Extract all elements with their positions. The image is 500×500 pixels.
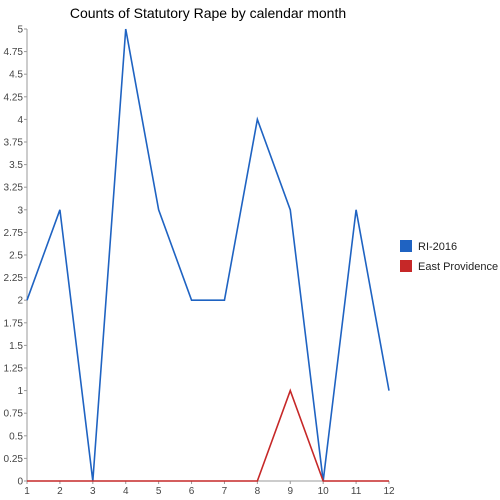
y-tick-label: 4.75	[4, 47, 24, 58]
y-tick-label: 1.5	[9, 341, 23, 352]
y-tick-label: 1.75	[4, 318, 24, 329]
series-line-1	[27, 388, 389, 482]
y-tick-label: 0.75	[4, 409, 24, 420]
x-tick-label: 6	[189, 486, 195, 497]
y-tick-label: 2.25	[4, 273, 24, 284]
y-tick-label: 3.5	[9, 160, 23, 171]
x-tick-label: 11	[351, 486, 362, 497]
y-tick-label: 0.5	[9, 431, 23, 442]
x-tick-label: 1	[24, 486, 30, 497]
axes	[26, 29, 389, 482]
x-tick-label: 4	[123, 486, 129, 497]
y-tick-label: 2.75	[4, 228, 24, 239]
y-tick-label: 0	[17, 477, 23, 488]
x-tick-label: 10	[318, 486, 330, 497]
y-tick-label: 3	[17, 205, 23, 216]
x-tick-label: 2	[57, 486, 63, 497]
y-tick-label: 4	[17, 115, 23, 126]
chart-title: Counts of Statutory Rape by calendar mon…	[70, 5, 346, 21]
y-tick-label: 3.75	[4, 138, 24, 149]
y-tick-label: 2.5	[9, 251, 23, 262]
y-tick-label: 1	[17, 386, 23, 397]
series-line-0	[26, 28, 390, 482]
x-tick-label: 8	[255, 486, 261, 497]
legend-label: RI-2016	[418, 241, 457, 253]
y-tick-label: 2	[17, 296, 23, 307]
x-tick-label: 5	[156, 486, 162, 497]
legend-swatch	[400, 240, 412, 252]
x-tick-label: 3	[90, 486, 96, 497]
y-tick-label: 4.5	[9, 70, 23, 81]
y-tick-label: 0.25	[4, 454, 24, 465]
y-tick-label: 1.25	[4, 364, 24, 375]
x-tick-label: 12	[383, 486, 395, 497]
series-lines	[26, 28, 390, 482]
x-tick-label: 7	[222, 486, 228, 497]
y-tick-label: 5	[17, 25, 23, 36]
legend-swatch	[400, 260, 412, 272]
x-axis-ticks: 1 2 3 4 5 6 7 8 9 10 11 12	[24, 481, 395, 497]
y-tick-label: 4.25	[4, 92, 24, 103]
x-tick-label: 9	[287, 486, 293, 497]
legend: RI-2016 East Providence	[400, 240, 498, 273]
y-axis-ticks: 0 0.25 0.5 0.75 1 1.25 1.5 1.75 2 2.25 2.5 2.75 3 3.2…	[4, 25, 27, 488]
y-tick-label: 3.25	[4, 183, 24, 194]
legend-label: East Providence	[418, 261, 498, 273]
